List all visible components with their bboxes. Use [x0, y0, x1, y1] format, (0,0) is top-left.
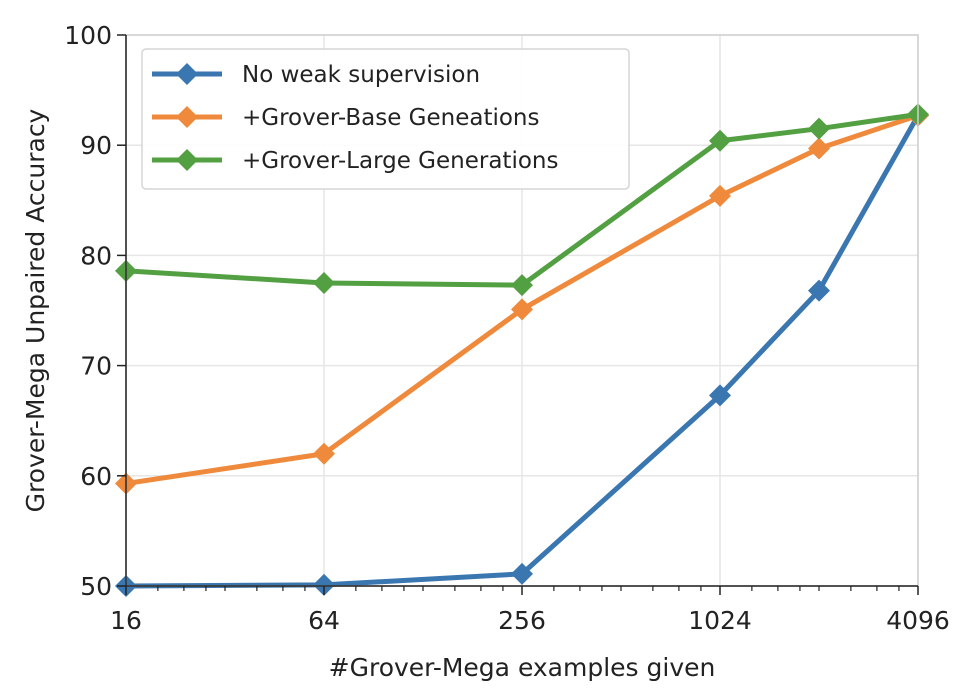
series-line [125, 111, 919, 288]
x-tick-label: 256 [498, 606, 546, 635]
data-point [511, 562, 533, 585]
legend-swatch-marker [176, 149, 198, 171]
data-point [709, 184, 731, 207]
data-point [313, 573, 335, 596]
axes: 50 60 70 80 90 100 16 64 256 1024 4096 [64, 21, 950, 635]
series-3 [115, 103, 929, 297]
legend-swatch-marker [176, 63, 198, 85]
y-tick-label: 80 [80, 241, 112, 270]
data-point [709, 129, 731, 152]
x-tick-label: 1024 [688, 606, 752, 635]
series-layer [115, 103, 929, 597]
y-axis-label: Grover-Mega Unpaired Accuracy [21, 108, 50, 512]
data-point [808, 137, 830, 160]
data-point [808, 279, 830, 302]
legend: No weak supervision +Grover-Base Geneatio… [141, 48, 630, 190]
x-tick-label: 16 [110, 606, 142, 635]
data-point [313, 271, 335, 294]
series-line [125, 114, 921, 589]
series-line [125, 113, 919, 486]
legend-label: No weak supervision [242, 62, 480, 88]
legend-label: +Grover-Base Geneations [242, 105, 540, 131]
data-point [709, 384, 731, 407]
y-tick-label: 60 [80, 462, 112, 491]
legend-label: +Grover-Large Generations [242, 148, 558, 174]
data-point [511, 274, 533, 297]
data-point [511, 298, 533, 321]
x-tick-label: 64 [308, 606, 340, 635]
data-point [808, 117, 830, 140]
y-tick-label: 100 [64, 21, 112, 50]
x-axis-label: #Grover-Mega examples given [329, 653, 716, 682]
legend-box [141, 48, 630, 190]
data-point [313, 442, 335, 465]
y-tick-label: 70 [80, 352, 112, 381]
x-tick-label: 4096 [886, 606, 950, 635]
y-tick-label: 90 [80, 131, 112, 160]
legend-swatch-marker [176, 106, 198, 128]
y-tick-label: 50 [80, 572, 112, 601]
